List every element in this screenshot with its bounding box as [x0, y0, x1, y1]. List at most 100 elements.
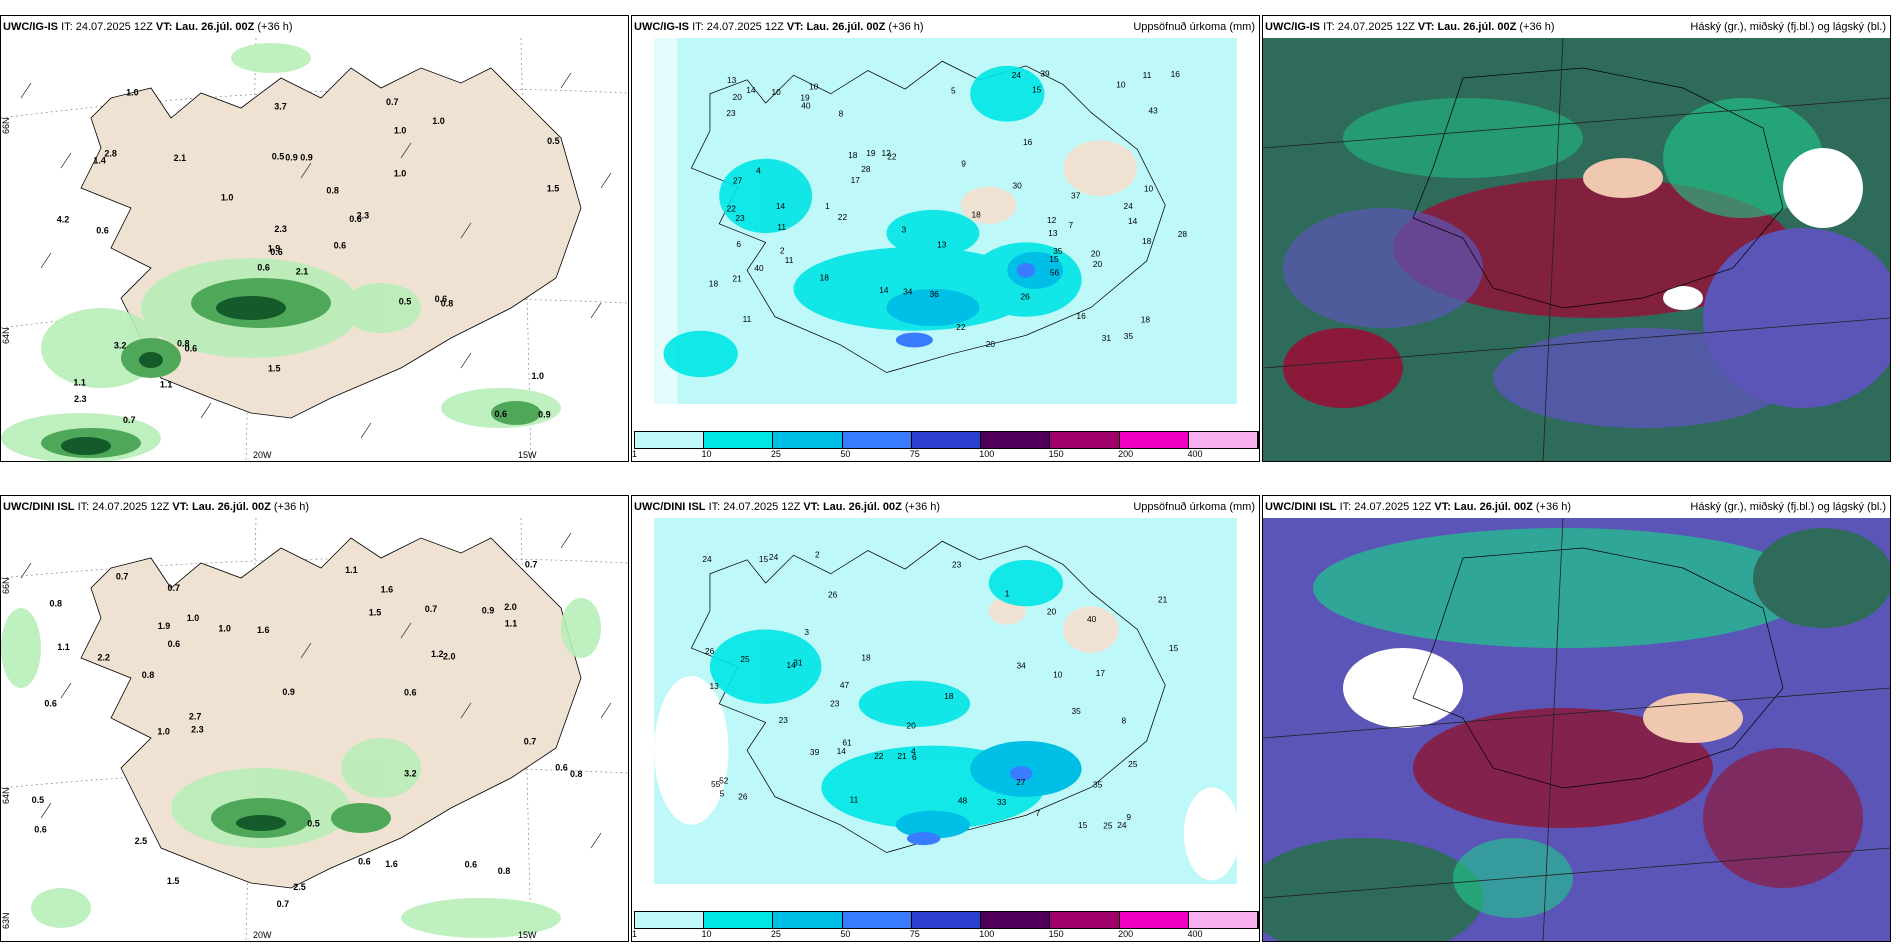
value-label: 7 [1036, 808, 1041, 818]
panel-dini-precip: UWC/DINI ISL IT: 24.07.2025 12Z VT: Lau.… [631, 495, 1260, 942]
value-label: 25 [740, 654, 750, 664]
value-label: 1 [1005, 589, 1010, 599]
value-label: 22 [838, 212, 848, 222]
value-label: 22 [874, 751, 884, 761]
value-label: 0.6 [435, 294, 448, 304]
value-label: 0.6 [44, 698, 57, 708]
value-label: 18 [820, 272, 830, 282]
value-label: 20 [1091, 249, 1101, 259]
value-label: 0.6 [257, 263, 270, 273]
legend-swatch [911, 432, 982, 448]
value-label: 11 [1143, 70, 1152, 80]
value-label: 0.6 [334, 241, 347, 251]
value-label: 0.6 [96, 226, 109, 236]
value-label: 1.0 [218, 624, 231, 634]
value-label: 55 [711, 779, 721, 789]
value-label: 1.5 [547, 184, 560, 194]
legend-swatch [635, 912, 705, 928]
legend-tick: 400 [1187, 449, 1203, 459]
value-label: 14 [776, 201, 786, 211]
value-label: 0.8 [142, 670, 155, 680]
legend-tick: 75 [909, 449, 920, 459]
value-label: 48 [958, 795, 968, 805]
value-label: 18 [1141, 314, 1151, 324]
value-label: 22 [956, 322, 966, 332]
value-label: 8 [839, 109, 844, 119]
value-label: 47 [840, 680, 850, 690]
value-label: 15 [1049, 254, 1059, 264]
value-label: 24 [1012, 70, 1022, 80]
value-label: 4 [756, 165, 761, 175]
value-label: 23 [779, 715, 789, 725]
value-label: 27 [1016, 777, 1026, 787]
lat-tick: 66N [1, 117, 11, 134]
value-label: 13 [709, 681, 719, 691]
value-label: 20 [1047, 606, 1057, 616]
value-label: 23 [726, 108, 736, 118]
value-label: 28 [861, 164, 871, 174]
value-label: 0.5 [32, 795, 45, 805]
lon-tick: 20W [253, 930, 272, 940]
panel-dini-cloud: UWC/DINI ISL IT: 24.07.2025 12Z VT: Lau.… [1262, 495, 1891, 942]
value-label: 18 [944, 691, 954, 701]
precip-legend [634, 911, 1259, 929]
value-label: 10 [1144, 183, 1154, 193]
value-label: 26 [738, 791, 748, 801]
value-label: 1.4 [93, 155, 106, 165]
legend-tick: 200 [1118, 449, 1134, 459]
value-label: 0.6 [168, 639, 181, 649]
value-label: 23 [952, 559, 962, 569]
value-label: 25 [1128, 759, 1138, 769]
panel-ig-precip: UWC/IG-IS IT: 24.07.2025 12Z VT: Lau. 26… [631, 15, 1260, 462]
legend-swatch [773, 912, 843, 928]
value-label: 17 [851, 175, 861, 185]
value-label: 0.8 [50, 599, 63, 609]
value-label: 8 [1121, 715, 1126, 725]
value-label: 16 [1076, 311, 1086, 321]
value-label: 13 [937, 240, 947, 250]
panel-header: UWC/IG-IS IT: 24.07.2025 12Z VT: Lau. 26… [632, 16, 1259, 38]
value-label: 35 [1053, 246, 1063, 256]
value-label: 18 [1142, 236, 1152, 246]
value-label: 21 [732, 274, 742, 284]
value-label: 1.9 [268, 244, 281, 254]
value-label: 9 [1126, 812, 1131, 822]
value-label: 2.1 [296, 266, 309, 276]
legend-swatch [704, 912, 774, 928]
precip-legend-ticks: 1 10 25 50 75 100 150 200 400 [632, 449, 1259, 461]
value-label: 28 [1178, 229, 1188, 239]
value-label: 3.2 [404, 769, 417, 779]
value-label: 15 [1169, 643, 1179, 653]
value-label: 39 [1040, 69, 1050, 79]
value-label: 40 [1087, 614, 1097, 624]
value-label: 1.0 [157, 727, 170, 737]
value-label: 10 [809, 82, 819, 92]
lon-tick: 15W [518, 450, 537, 460]
value-label: 1.5 [167, 876, 180, 886]
legend-swatch [842, 912, 912, 928]
value-label: 30 [1012, 180, 1022, 190]
value-label: 1.1 [57, 642, 70, 652]
panel-right-title: Háský (gr.), miðský (fj.bl.) og lágský (… [1690, 21, 1886, 33]
value-label: 15 [1032, 85, 1042, 95]
legend-tick: 75 [909, 929, 920, 939]
lon-tick: 15W [518, 930, 537, 940]
value-label: 2.5 [135, 836, 148, 846]
panel-header: UWC/DINI ISL IT: 24.07.2025 12Z VT: Lau.… [1, 496, 628, 518]
value-label: 5 [951, 85, 956, 95]
value-label: 0.5 [272, 151, 285, 161]
value-label: 1.0 [432, 116, 445, 126]
value-label: 21 [897, 751, 907, 761]
lat-tick: 63N [1, 912, 11, 929]
wind-gust-map: 2.11.40.61.10.60.60.70.91.00.61.00.90.60… [1, 38, 628, 461]
value-label: 1.5 [369, 607, 382, 617]
value-label: 16 [1171, 69, 1181, 79]
legend-swatch [1188, 912, 1258, 928]
value-label: 0.7 [524, 737, 537, 747]
legend-tick: 150 [1048, 929, 1064, 939]
value-label: 23 [735, 213, 745, 223]
legend-tick: 10 [701, 449, 712, 459]
value-label: 31 [793, 657, 803, 667]
value-label: 0.9 [285, 153, 298, 163]
